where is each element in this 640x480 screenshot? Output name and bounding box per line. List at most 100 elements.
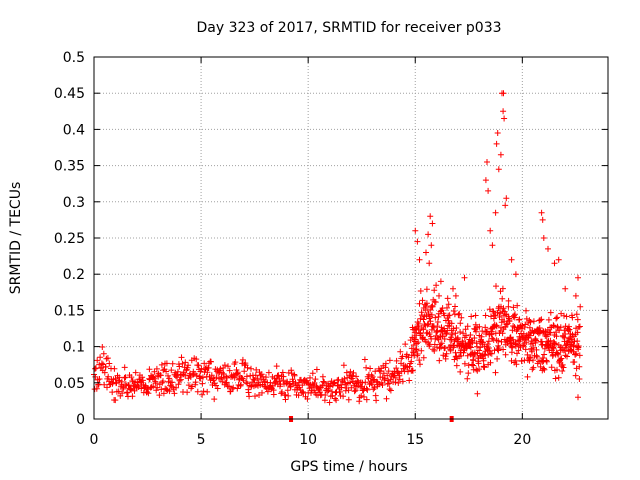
- data-point: [358, 392, 365, 399]
- data-point: [139, 374, 146, 381]
- data-point: [505, 303, 512, 310]
- data-point: [146, 366, 153, 373]
- data-point: [437, 278, 444, 285]
- data-point: [199, 380, 206, 387]
- x-tick-label: 5: [197, 432, 206, 448]
- data-point: [523, 339, 530, 346]
- data-point: [418, 347, 425, 354]
- data-point: [497, 151, 504, 158]
- data-point: [569, 314, 576, 321]
- data-point: [575, 274, 581, 281]
- data-point: [234, 369, 241, 376]
- data-point: [361, 393, 367, 400]
- data-point: [499, 295, 506, 302]
- y-tick-label: 0.5: [63, 50, 85, 66]
- data-point: [527, 354, 534, 361]
- data-point: [303, 377, 310, 384]
- x-axis-tick-labels: 0 5 10 15 20: [90, 432, 532, 448]
- data-point: [426, 260, 433, 267]
- y-tick-label: 0.4: [63, 122, 85, 138]
- data-point: [449, 331, 456, 338]
- data-point: [275, 372, 282, 379]
- data-point: [562, 331, 569, 337]
- data-point: [431, 347, 438, 354]
- data-point: [574, 316, 581, 323]
- data-point: [442, 353, 449, 360]
- data-point: [115, 388, 122, 395]
- data-point: [551, 260, 558, 267]
- data-point: [321, 379, 328, 386]
- data-point: [313, 366, 320, 373]
- data-point: [537, 329, 543, 336]
- data-point: [386, 380, 393, 387]
- data-point: [458, 352, 464, 359]
- data-point: [353, 373, 360, 380]
- data-point: [547, 309, 554, 316]
- data-point: [234, 385, 241, 392]
- data-point: [575, 343, 582, 349]
- data-point: [537, 317, 544, 324]
- data-point: [487, 227, 494, 234]
- data-point: [193, 356, 200, 363]
- data-point: [121, 364, 128, 371]
- data-point: [97, 354, 104, 361]
- data-point: [243, 373, 250, 380]
- data-point: [485, 338, 492, 345]
- data-point: [495, 166, 502, 173]
- data-point: [166, 388, 173, 395]
- data-point: [250, 376, 257, 383]
- data-point: [412, 336, 419, 343]
- data-point: [554, 314, 561, 321]
- data-point: [576, 363, 583, 370]
- data-point: [572, 351, 579, 358]
- data-point: [160, 367, 167, 374]
- data-point: [576, 352, 583, 359]
- data-point: [453, 362, 460, 369]
- data-point: [244, 364, 251, 371]
- data-point: [576, 376, 583, 382]
- data-point: [132, 369, 139, 376]
- data-point: [516, 316, 523, 323]
- x-tick-label: 20: [513, 432, 531, 448]
- data-point: [499, 330, 506, 337]
- data-point: [211, 396, 218, 403]
- data-point: [452, 292, 459, 299]
- data-point: [573, 350, 580, 357]
- data-point: [541, 366, 548, 373]
- data-point: [448, 336, 455, 343]
- data-point: [432, 335, 439, 342]
- data-point: [145, 385, 151, 392]
- data-point: [214, 385, 221, 392]
- data-point: [363, 396, 370, 403]
- data-point: [128, 386, 135, 393]
- data-point: [564, 353, 570, 360]
- data-point: [574, 338, 581, 345]
- data-point: [252, 393, 258, 400]
- data-point: [574, 329, 581, 336]
- data-point: [417, 361, 423, 368]
- data-point: [502, 202, 509, 209]
- data-point: [541, 345, 548, 352]
- data-point: [533, 337, 539, 344]
- data-point: [489, 308, 496, 315]
- y-tick-label: 0: [76, 412, 85, 428]
- data-point: [420, 316, 427, 323]
- data-point: [387, 387, 394, 394]
- data-point: [104, 384, 110, 391]
- data-point: [176, 377, 183, 384]
- data-point: [572, 372, 579, 379]
- data-point: [513, 361, 520, 368]
- data-point: [412, 347, 419, 353]
- data-point: [503, 195, 510, 202]
- data-point: [427, 307, 434, 313]
- data-point: [481, 364, 488, 371]
- data-point: [502, 351, 509, 358]
- data-point: [111, 365, 118, 372]
- data-point: [129, 393, 136, 400]
- data-point: [445, 301, 452, 308]
- data-point: [248, 365, 254, 372]
- data-point: [527, 319, 534, 325]
- data-point: [178, 354, 185, 361]
- data-point: [573, 325, 579, 332]
- data-point: [213, 374, 220, 381]
